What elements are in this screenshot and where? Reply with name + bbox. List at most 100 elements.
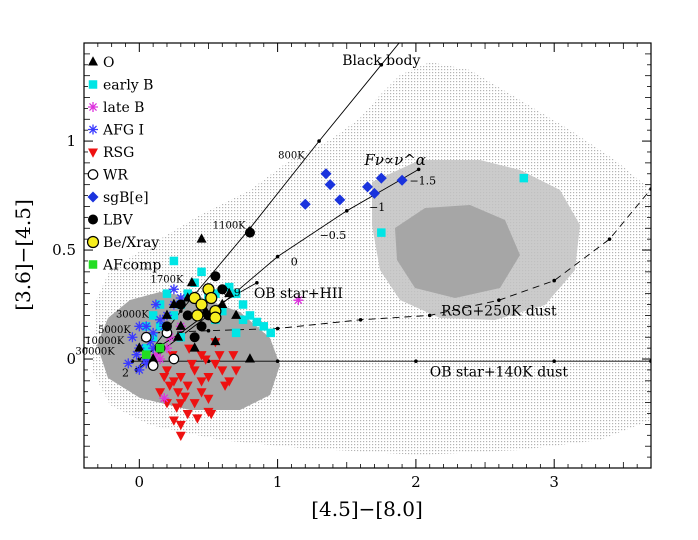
point-o [210, 335, 221, 346]
point-lbv [161, 321, 172, 332]
point-sgb-e- [368, 187, 380, 199]
point-early-b [377, 228, 386, 237]
x-tick-label: 2 [411, 473, 421, 491]
point-rsg [182, 410, 193, 420]
point-wr [168, 353, 180, 365]
point-o [186, 276, 197, 287]
annotation-label: OB star+140K dust [430, 364, 569, 380]
legend-label: O [103, 55, 114, 71]
curve-node [607, 237, 612, 241]
legend-marker-early-b [88, 80, 98, 89]
legend-label: LBV [103, 213, 134, 229]
point-rsg [203, 407, 214, 418]
plot-frame [83, 42, 652, 469]
point-afg-i [123, 358, 134, 369]
curve-node [206, 328, 211, 333]
point-afg-i [127, 332, 138, 343]
point-rsg [203, 372, 214, 383]
point-early-b [169, 311, 179, 320]
point-afg-i [148, 343, 159, 354]
point-early-b [197, 267, 206, 277]
point-rsg [214, 351, 225, 361]
point-rsg [189, 366, 200, 376]
curve-node [497, 298, 501, 302]
point-lbv [182, 310, 193, 321]
curve-node [427, 313, 432, 318]
point-be-xray [205, 291, 218, 305]
point-rsg [175, 431, 186, 442]
y-tick-label: 0.5 [52, 241, 76, 259]
annotation-label: −0.5 [320, 229, 347, 242]
point-lbv [210, 271, 221, 282]
curve-node [275, 359, 280, 364]
point-rsg [196, 388, 207, 398]
legend-label: RSG [103, 145, 134, 161]
curve-node [255, 280, 259, 285]
point-rsg [171, 403, 182, 413]
point-sgb-e- [320, 168, 332, 180]
legend-label: Be/Xray [103, 235, 159, 251]
point-rsg [231, 366, 242, 376]
point-early-b [266, 328, 275, 338]
curve-node [552, 359, 556, 364]
annotation-label: −1.5 [409, 175, 436, 188]
curve-node [552, 278, 556, 283]
point-afg-i [131, 349, 142, 360]
point-o [189, 342, 200, 352]
point-o [134, 342, 145, 352]
point-early-b [231, 289, 241, 298]
x-tick-label: 0 [135, 473, 145, 491]
point-early-b [141, 343, 151, 353]
legend-marker-be-xray [86, 235, 100, 249]
point-lbv [175, 299, 186, 310]
annotation-label: RSG+250K dust [441, 303, 557, 319]
point-afg-i [145, 336, 156, 347]
annotation-label: 2 [122, 366, 129, 379]
annotation-label: 800K [278, 151, 305, 162]
annotation-label: OB star+HII [254, 286, 343, 302]
legend-label: AFG I [102, 123, 144, 139]
point-afg-i [148, 327, 159, 338]
curve-node [137, 357, 142, 361]
legend-label: late B [103, 100, 144, 116]
annotation-label: 1100K [213, 220, 246, 231]
annotation-label: 3000K [116, 310, 149, 321]
point-early-b [162, 289, 172, 298]
legend-marker-lbv [88, 214, 98, 225]
legend-marker-wr [87, 169, 99, 180]
point-be-xray [195, 298, 208, 311]
curve-node [275, 254, 280, 259]
curve-node [344, 209, 349, 213]
point-afg-i [175, 293, 186, 303]
point-lbv [244, 227, 255, 238]
point-afg-i [168, 284, 179, 295]
point-late-b [150, 349, 161, 360]
point-sgb-e- [324, 179, 336, 191]
point-afg-i [141, 358, 152, 369]
curve-node [649, 187, 651, 191]
annotation-label: 10000K [85, 336, 125, 347]
legend-marker-afg-i [88, 124, 98, 135]
curve-node [358, 317, 363, 322]
annotation-label: 5000K [98, 325, 131, 336]
point-rsg [175, 420, 186, 431]
legend-label: sgB[e] [103, 190, 149, 206]
point-early-b [218, 306, 227, 316]
annotation-label: −1 [369, 201, 385, 214]
point-afg-i [150, 299, 161, 310]
curve-node [414, 359, 418, 364]
x-tick-label: 1 [273, 473, 283, 491]
point-o [244, 353, 255, 363]
point-late-b [293, 295, 304, 306]
point-rsg [210, 359, 221, 370]
point-rsg [217, 366, 228, 376]
point-sgb-e- [375, 172, 387, 184]
point-rsg [192, 414, 203, 424]
curve-node [275, 326, 280, 331]
point-rsg [164, 381, 175, 391]
point-sgb-e- [334, 194, 346, 206]
x-axis-label: [4.5]−[8.0] [311, 497, 423, 521]
x-tick-label: 3 [549, 473, 559, 491]
